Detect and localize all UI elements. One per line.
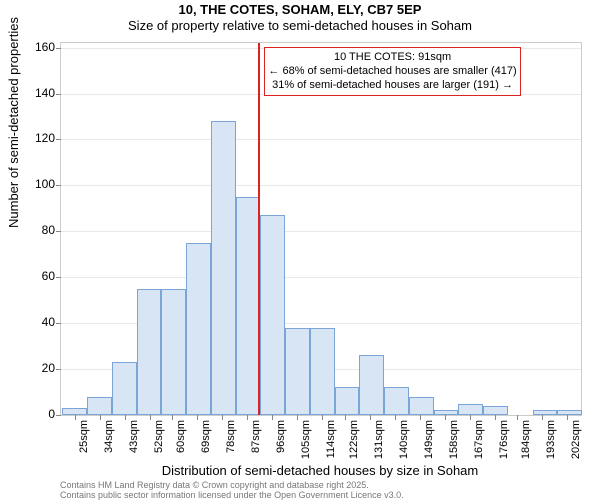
annotation-box: 10 THE COTES: 91sqm← 68% of semi-detache… (264, 47, 520, 96)
histogram-bar (211, 121, 236, 415)
xtick-mark (197, 415, 198, 420)
xtick-mark (125, 415, 126, 420)
xtick-mark (395, 415, 396, 420)
gridline (61, 231, 581, 232)
ytick-label: 160 (15, 40, 55, 54)
ytick-mark (56, 185, 61, 186)
plot-area: 10 THE COTES: 91sqm← 68% of semi-detache… (60, 42, 582, 416)
ytick-label: 140 (15, 86, 55, 100)
histogram-bar (236, 197, 261, 415)
xtick-mark (517, 415, 518, 420)
histogram-bar (483, 406, 508, 415)
histogram-bar (384, 387, 409, 415)
ytick-mark (56, 369, 61, 370)
footer-line-2: Contains public sector information licen… (60, 491, 404, 501)
histogram-bar (557, 410, 582, 415)
annotation-line-2: ← 68% of semi-detached houses are smalle… (268, 65, 516, 79)
histogram-bar (137, 289, 162, 415)
xtick-mark (322, 415, 323, 420)
ytick-mark (56, 139, 61, 140)
xtick-mark (567, 415, 568, 420)
chart-title: 10, THE COTES, SOHAM, ELY, CB7 5EP Size … (0, 2, 600, 33)
xtick-mark (75, 415, 76, 420)
annotation-line-1: 10 THE COTES: 91sqm (268, 51, 516, 65)
histogram-bar (87, 397, 112, 415)
ytick-label: 120 (15, 131, 55, 145)
xtick-mark (420, 415, 421, 420)
xtick-mark (445, 415, 446, 420)
ytick-mark (56, 94, 61, 95)
histogram-bar (186, 243, 211, 415)
xtick-mark (100, 415, 101, 420)
xtick-mark (470, 415, 471, 420)
histogram-bar (62, 408, 87, 415)
chart-footer: Contains HM Land Registry data © Crown c… (60, 481, 404, 501)
histogram-bar (533, 410, 558, 415)
ytick-label: 100 (15, 177, 55, 191)
xtick-mark (272, 415, 273, 420)
gridline (61, 139, 581, 140)
histogram-bar (112, 362, 137, 415)
ytick-label: 40 (15, 315, 55, 329)
xtick-mark (222, 415, 223, 420)
gridline (61, 277, 581, 278)
histogram-bar (458, 404, 483, 415)
title-line-2: Size of property relative to semi-detach… (0, 18, 600, 33)
histogram-bar (260, 215, 285, 415)
xtick-mark (495, 415, 496, 420)
xtick-mark (370, 415, 371, 420)
xtick-mark (345, 415, 346, 420)
ytick-mark (56, 277, 61, 278)
histogram-bar (434, 410, 459, 415)
annotation-line-3: 31% of semi-detached houses are larger (… (268, 79, 516, 93)
ytick-label: 80 (15, 223, 55, 237)
chart-container: 10, THE COTES, SOHAM, ELY, CB7 5EP Size … (0, 0, 600, 500)
x-axis-label: Distribution of semi-detached houses by … (60, 463, 580, 478)
ytick-mark (56, 323, 61, 324)
title-line-1: 10, THE COTES, SOHAM, ELY, CB7 5EP (0, 2, 600, 17)
marker-line (258, 43, 260, 415)
ytick-label: 0 (15, 407, 55, 421)
ytick-mark (56, 415, 61, 416)
histogram-bar (409, 397, 434, 415)
ytick-mark (56, 231, 61, 232)
xtick-mark (247, 415, 248, 420)
ytick-label: 60 (15, 269, 55, 283)
xtick-mark (297, 415, 298, 420)
histogram-bar (310, 328, 335, 415)
histogram-bar (359, 355, 384, 415)
histogram-bar (161, 289, 186, 415)
xtick-mark (172, 415, 173, 420)
ytick-mark (56, 48, 61, 49)
ytick-label: 20 (15, 361, 55, 375)
xtick-mark (542, 415, 543, 420)
histogram-bar (335, 387, 360, 415)
xtick-mark (150, 415, 151, 420)
gridline (61, 185, 581, 186)
histogram-bar (285, 328, 310, 415)
